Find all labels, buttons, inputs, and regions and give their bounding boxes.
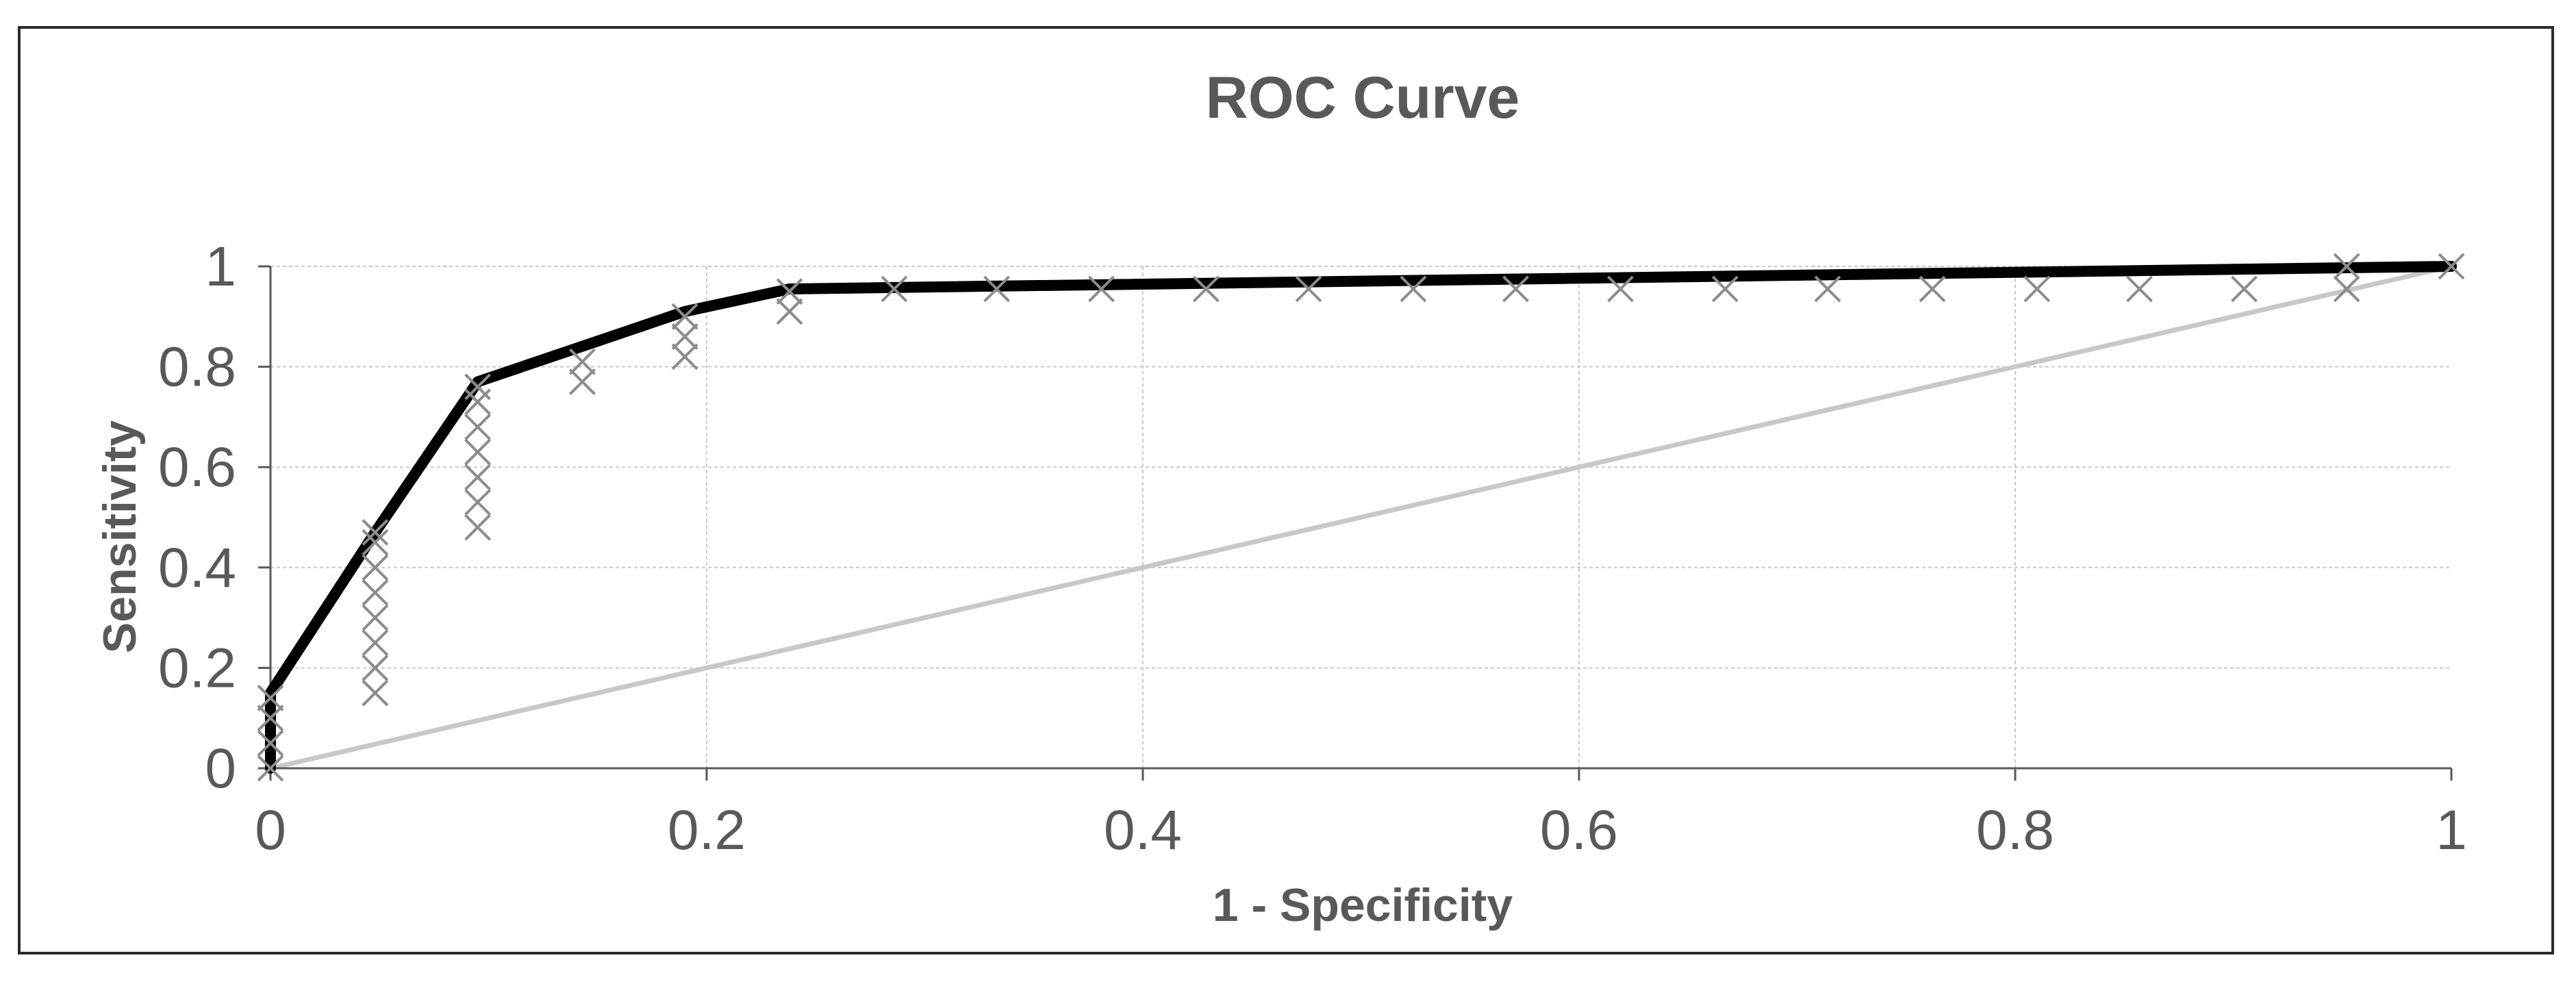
threshold-point-marker (671, 303, 698, 330)
threshold-point-marker (983, 275, 1011, 303)
threshold-point-marker (1088, 275, 1115, 303)
threshold-point-marker (776, 278, 803, 305)
x-tick-label: 1 (2436, 799, 2467, 861)
threshold-point-marker (362, 654, 389, 681)
threshold-point-marker (671, 343, 698, 370)
threshold-point-marker (2333, 275, 2360, 303)
x-tick-label: 0.4 (1104, 799, 1182, 861)
threshold-point-marker (2438, 253, 2465, 280)
series (265, 261, 2457, 774)
threshold-markers (257, 253, 2465, 782)
threshold-point-marker (2023, 275, 2051, 303)
threshold-point-marker (464, 373, 491, 401)
x-tick-label: 0 (255, 799, 286, 861)
threshold-point-marker (362, 579, 389, 606)
threshold-point-marker (1919, 275, 1946, 303)
y-tick-label: 0.4 (158, 537, 236, 599)
threshold-point-marker (464, 489, 491, 516)
x-tick-label: 0.8 (1976, 799, 2054, 861)
roc-chart: 0 0.2 0.4 0.6 0.8 1 0 0.2 0.4 0.6 0.8 1 ROC Curve 1… (94, 65, 2467, 931)
y-tick-label: 0.8 (158, 336, 236, 399)
threshold-point-marker (2333, 253, 2360, 280)
chart-frame: 0 0.2 0.4 0.6 0.8 1 0 0.2 0.4 0.6 0.8 1 ROC Curve 1… (18, 26, 2554, 955)
y-tick-label: 0.2 (158, 637, 236, 699)
threshold-point-marker (1711, 275, 1739, 303)
threshold-point-marker (2126, 275, 2153, 303)
threshold-point-marker (257, 705, 284, 732)
threshold-point-marker (362, 679, 389, 707)
chart-title: ROC Curve (1206, 65, 1520, 131)
threshold-point-marker (881, 275, 908, 303)
threshold-point-marker (1192, 275, 1220, 303)
tick-labels: 0 0.2 0.4 0.6 0.8 1 0 0.2 0.4 0.6 0.8 1 (158, 236, 2467, 861)
threshold-point-marker (362, 629, 389, 657)
threshold-point-marker (464, 514, 491, 541)
threshold-point-marker (776, 298, 803, 325)
threshold-point-marker (464, 438, 491, 466)
threshold-point-marker (2231, 275, 2258, 303)
threshold-point-marker (464, 414, 491, 440)
roc-curve-line (265, 261, 2457, 774)
threshold-point-marker (257, 684, 284, 711)
threshold-point-marker (362, 529, 389, 556)
threshold-point-marker (569, 348, 596, 375)
threshold-point-marker (569, 368, 596, 396)
y-tick-label: 1 (205, 236, 236, 298)
threshold-point-marker (464, 464, 491, 491)
x-tick-label: 0.2 (668, 799, 746, 861)
threshold-point-marker (362, 519, 389, 546)
reference-line (268, 264, 2454, 771)
threshold-point-marker (1814, 275, 1841, 303)
threshold-point-marker (671, 323, 698, 351)
threshold-point-marker (1295, 275, 1322, 303)
threshold-point-marker (257, 729, 284, 757)
y-tick-label: 0.6 (158, 436, 236, 498)
x-tick-label: 0.6 (1540, 799, 1618, 861)
threshold-point-marker (1502, 275, 1530, 303)
threshold-point-marker (1607, 275, 1634, 303)
threshold-point-marker (1400, 275, 1427, 303)
threshold-point-marker (257, 755, 284, 782)
x-axis-title: 1 - Specificity (1213, 879, 1513, 931)
threshold-point-marker (362, 604, 389, 631)
y-tick-label: 0 (205, 737, 236, 800)
grid-lines (268, 264, 2454, 771)
y-axis-title: Sensitivity (94, 420, 146, 653)
threshold-point-marker (362, 554, 389, 581)
